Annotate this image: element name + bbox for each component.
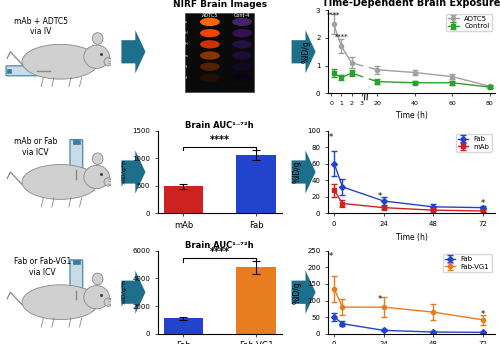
Bar bbox=[73, 260, 80, 264]
Text: *: * bbox=[378, 192, 382, 201]
Ellipse shape bbox=[92, 33, 103, 44]
Ellipse shape bbox=[22, 44, 99, 79]
Ellipse shape bbox=[92, 153, 103, 164]
Legend: ADTC5, Control: ADTC5, Control bbox=[446, 14, 492, 32]
Text: ADTC5: ADTC5 bbox=[202, 13, 218, 18]
Text: *: * bbox=[378, 295, 382, 304]
FancyArrow shape bbox=[122, 150, 146, 194]
Ellipse shape bbox=[104, 298, 112, 306]
Bar bbox=[7, 69, 12, 73]
Text: ****: **** bbox=[210, 247, 230, 257]
FancyArrow shape bbox=[122, 30, 146, 73]
Y-axis label: %ID/g: %ID/g bbox=[302, 40, 310, 63]
FancyArrow shape bbox=[292, 150, 316, 194]
Ellipse shape bbox=[200, 74, 220, 82]
Title: Brain AUC¹⁻⁷²h: Brain AUC¹⁻⁷²h bbox=[186, 241, 254, 250]
Text: *: * bbox=[480, 310, 485, 319]
Bar bbox=[164, 319, 203, 334]
Ellipse shape bbox=[200, 63, 220, 71]
Text: 1 H: 1 H bbox=[181, 31, 188, 35]
Bar bbox=[236, 267, 276, 334]
Text: mAb + ADTC5
via IV: mAb + ADTC5 via IV bbox=[14, 17, 68, 36]
Ellipse shape bbox=[232, 40, 252, 49]
FancyArrow shape bbox=[292, 30, 316, 73]
Text: *: * bbox=[329, 133, 334, 142]
Ellipse shape bbox=[232, 18, 252, 26]
Bar bbox=[236, 155, 276, 214]
Title: Time-Dependent Brain Exposure: Time-Dependent Brain Exposure bbox=[322, 0, 500, 8]
Text: mAb or Fab
via ICV: mAb or Fab via ICV bbox=[14, 137, 57, 157]
Y-axis label: %ID/g: %ID/g bbox=[292, 281, 302, 304]
Ellipse shape bbox=[84, 286, 110, 309]
Text: 2 H: 2 H bbox=[181, 42, 188, 46]
Text: 24H m: 24H m bbox=[174, 54, 188, 57]
Ellipse shape bbox=[200, 29, 220, 37]
Text: Cont-4: Cont-4 bbox=[234, 13, 250, 18]
Ellipse shape bbox=[232, 74, 252, 82]
Text: ****: **** bbox=[210, 135, 230, 145]
Bar bbox=[164, 186, 203, 214]
Ellipse shape bbox=[200, 18, 220, 26]
Ellipse shape bbox=[22, 164, 99, 200]
FancyArrow shape bbox=[292, 271, 316, 314]
Ellipse shape bbox=[84, 45, 110, 68]
Ellipse shape bbox=[22, 285, 99, 320]
Text: ****: **** bbox=[327, 12, 340, 18]
Bar bbox=[73, 140, 80, 144]
Ellipse shape bbox=[232, 29, 252, 37]
X-axis label: Time (h): Time (h) bbox=[396, 111, 428, 120]
Legend: Fab, Fab-VG1: Fab, Fab-VG1 bbox=[442, 254, 492, 272]
Text: ****: **** bbox=[334, 34, 348, 40]
Y-axis label: %ID/g: %ID/g bbox=[292, 161, 302, 183]
FancyBboxPatch shape bbox=[185, 13, 254, 92]
Ellipse shape bbox=[232, 51, 252, 60]
Text: 48 H: 48 H bbox=[178, 65, 188, 69]
FancyArrow shape bbox=[122, 271, 146, 314]
Ellipse shape bbox=[200, 40, 220, 49]
Text: *: * bbox=[480, 199, 485, 208]
Y-axis label: %ID/g*h: %ID/g*h bbox=[122, 159, 126, 185]
FancyBboxPatch shape bbox=[6, 66, 38, 76]
Ellipse shape bbox=[232, 63, 252, 71]
Legend: Fab, mAb: Fab, mAb bbox=[456, 134, 492, 152]
Ellipse shape bbox=[92, 273, 103, 285]
Y-axis label: %ID/g*h: %ID/g*h bbox=[122, 279, 126, 305]
Ellipse shape bbox=[84, 165, 110, 189]
Ellipse shape bbox=[200, 51, 220, 60]
Text: 0.5H m: 0.5H m bbox=[174, 20, 188, 24]
Text: 72 H: 72 H bbox=[178, 76, 188, 80]
Text: Fab or Fab-VG1
via ICV: Fab or Fab-VG1 via ICV bbox=[14, 257, 71, 277]
FancyBboxPatch shape bbox=[70, 140, 82, 171]
Ellipse shape bbox=[104, 178, 112, 186]
Text: *: * bbox=[329, 252, 334, 261]
Title: Brain AUC¹⁻⁷²h: Brain AUC¹⁻⁷²h bbox=[186, 121, 254, 130]
Ellipse shape bbox=[104, 57, 112, 66]
X-axis label: Time (h): Time (h) bbox=[396, 233, 428, 241]
FancyBboxPatch shape bbox=[70, 260, 82, 291]
Text: NIRF Brain Images: NIRF Brain Images bbox=[172, 0, 267, 9]
